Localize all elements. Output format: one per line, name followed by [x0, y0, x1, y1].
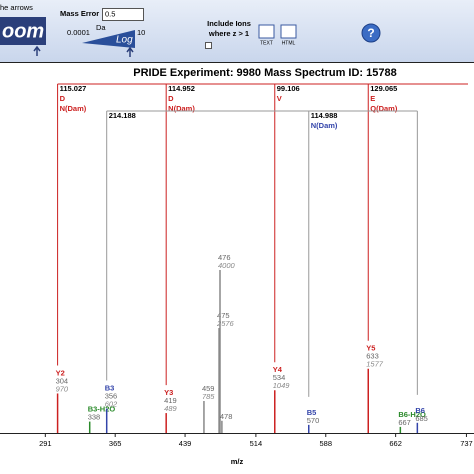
residue: D — [60, 94, 66, 103]
ion-label: B6 — [415, 406, 425, 415]
logo-caption: he arrows — [0, 3, 33, 12]
slider-arrow[interactable] — [126, 46, 134, 57]
x-tick-label: 588 — [319, 439, 332, 448]
x-tick-label: 737 — [460, 439, 473, 448]
ion-label: B5 — [307, 408, 317, 417]
include-ions-checkbox[interactable] — [205, 42, 212, 49]
mass-error-label: Mass Error — [60, 9, 99, 18]
peak-mz: 478 — [220, 412, 233, 421]
include-ions-label: Include Ions — [207, 19, 251, 28]
peak-mz: 338 — [88, 413, 101, 422]
peak-mz: 476 — [218, 253, 231, 262]
ion-label: B3-H2O — [88, 405, 116, 414]
peak-mz: 459 — [202, 384, 215, 393]
ion-label: B6-H2O — [398, 410, 426, 419]
residue: N(Dam) — [168, 104, 195, 113]
mass-delta: 114.952 — [168, 84, 195, 93]
peak-intensity: 2576 — [216, 319, 235, 328]
slider-max: 10 — [137, 28, 145, 37]
peak-mz: 419 — [164, 396, 177, 405]
residue: D — [168, 94, 174, 103]
ion-label: B3 — [105, 383, 115, 392]
mass-error-value[interactable]: 0.5 — [105, 9, 115, 18]
peak-mz: 356 — [105, 391, 118, 400]
mass-delta: 115.027 — [60, 84, 87, 93]
ion-label: Y5 — [366, 344, 375, 353]
slider-min: 0.0001 — [67, 28, 90, 37]
residue: V — [277, 94, 282, 103]
logo — [0, 17, 46, 45]
peak-mz: 304 — [56, 376, 69, 385]
help-text[interactable]: ? — [367, 26, 374, 40]
help-icon[interactable] — [361, 23, 381, 43]
peak-mz: 633 — [366, 352, 379, 361]
peak-intensity: 4000 — [218, 261, 236, 270]
peak-intensity: 1049 — [273, 381, 291, 390]
logo-word: oom — [2, 20, 44, 42]
html-button[interactable]: HTML — [282, 40, 296, 46]
peak-mz: 534 — [273, 373, 286, 382]
ion-label: Y4 — [273, 365, 283, 374]
zoom-arrow[interactable] — [33, 45, 41, 56]
mass-delta: 129.065 — [370, 84, 397, 93]
x-tick-label: 662 — [389, 439, 402, 448]
slider-label: Log — [116, 35, 133, 46]
include-ions-label: where z > 1 — [208, 29, 249, 38]
mass-delta: 114.988 — [311, 111, 338, 120]
mass-delta: 214.188 — [109, 111, 136, 120]
peak-intensity: 489 — [164, 404, 177, 413]
residue: N(Dam) — [311, 121, 338, 130]
peak-intensity: 785 — [202, 392, 215, 401]
residue: E — [370, 94, 375, 103]
mass-delta: 99.106 — [277, 84, 300, 93]
mass-error-input[interactable] — [102, 8, 144, 21]
residue: N(Dam) — [60, 104, 87, 113]
chart-title: PRIDE Experiment: 9980 Mass Spectrum ID:… — [133, 67, 397, 79]
peak-intensity: 602 — [105, 399, 118, 408]
x-tick-label: 514 — [250, 439, 263, 448]
unit: Da — [96, 23, 106, 32]
slider[interactable] — [82, 30, 135, 48]
peak-mz: 685 — [415, 414, 428, 423]
peak-mz: 667 — [398, 418, 411, 427]
x-tick-label: 439 — [179, 439, 192, 448]
residue: Q(Dam) — [370, 104, 398, 113]
peak-intensity: 970 — [56, 384, 69, 393]
toolbar — [0, 0, 474, 62]
peak-intensity: 1577 — [366, 360, 384, 369]
text-icon[interactable] — [258, 24, 275, 39]
html-icon[interactable] — [280, 24, 297, 39]
text-button[interactable]: TEXT — [260, 40, 273, 46]
ion-label: Y3 — [164, 388, 173, 397]
x-axis-label: m/z — [231, 457, 244, 466]
peak-mz: 570 — [307, 416, 320, 425]
ion-label: Y2 — [56, 368, 65, 377]
x-tick-label: 365 — [109, 439, 122, 448]
x-tick-label: 291 — [39, 439, 52, 448]
peak-mz: 475 — [217, 311, 230, 320]
